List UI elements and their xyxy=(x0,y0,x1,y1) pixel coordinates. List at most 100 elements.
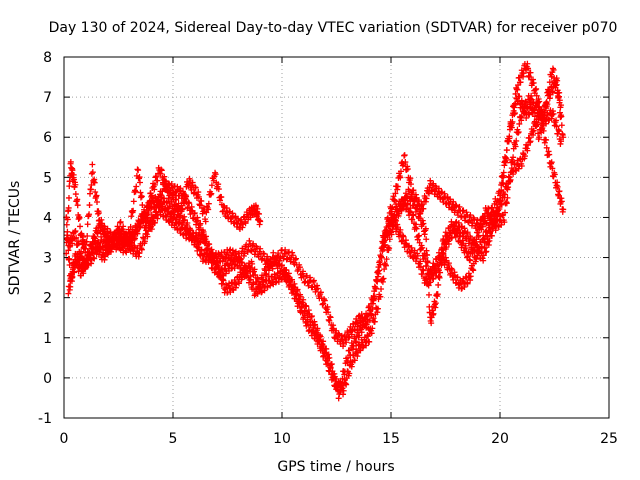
y-tick-label: 5 xyxy=(43,170,52,186)
data-point xyxy=(89,169,96,176)
data-point xyxy=(401,152,408,159)
data-point xyxy=(293,255,300,262)
data-point xyxy=(505,138,512,145)
data-point xyxy=(454,212,461,219)
data-point xyxy=(425,291,432,298)
data-point xyxy=(184,220,191,227)
x-tick-label: 0 xyxy=(60,431,69,447)
data-point xyxy=(250,240,257,247)
data-point xyxy=(65,204,72,211)
data-point xyxy=(550,66,557,73)
data-point xyxy=(181,216,188,223)
data-point xyxy=(289,252,296,259)
data-point xyxy=(76,214,83,221)
data-point xyxy=(460,207,467,214)
y-tick-label: 1 xyxy=(43,331,52,347)
data-point xyxy=(404,166,411,173)
data-point xyxy=(283,256,290,263)
data-point xyxy=(246,237,253,244)
data-point xyxy=(410,187,417,194)
data-point xyxy=(66,262,73,269)
data-point xyxy=(261,250,268,257)
y-tick-label: -1 xyxy=(38,411,52,427)
data-point xyxy=(138,193,145,200)
data-point xyxy=(135,167,142,174)
data-point xyxy=(325,309,332,316)
data-point xyxy=(158,167,165,174)
data-point xyxy=(389,204,396,211)
data-point xyxy=(130,198,137,205)
data-point xyxy=(132,188,139,195)
data-point xyxy=(151,181,158,188)
data-point xyxy=(67,283,74,290)
data-point xyxy=(450,198,457,205)
data-point xyxy=(257,245,264,252)
data-point xyxy=(74,196,81,203)
data-point xyxy=(130,207,137,214)
data-point xyxy=(420,205,427,212)
data-point xyxy=(89,161,96,168)
data-point xyxy=(128,213,135,220)
data-point xyxy=(305,282,312,289)
data-point xyxy=(92,189,99,196)
data-marks xyxy=(63,60,567,402)
y-tick-label: 2 xyxy=(43,291,52,307)
data-point xyxy=(402,159,409,166)
data-point xyxy=(378,285,385,292)
data-point xyxy=(93,192,100,199)
data-point xyxy=(95,210,102,217)
data-point xyxy=(423,195,430,202)
data-point xyxy=(391,197,398,204)
data-point xyxy=(394,183,401,190)
data-point xyxy=(133,183,140,190)
data-point xyxy=(327,314,334,321)
data-point xyxy=(65,194,72,201)
data-point xyxy=(241,250,248,257)
data-point xyxy=(489,204,496,211)
data-point xyxy=(503,147,510,154)
data-point xyxy=(461,217,468,224)
data-point xyxy=(86,202,93,209)
data-point xyxy=(465,218,472,225)
y-tick-labels: -1 0 1 2 3 4 5 6 7 8 xyxy=(38,50,52,427)
data-point xyxy=(558,122,565,129)
data-point xyxy=(471,216,478,223)
data-point xyxy=(63,221,70,228)
data-point xyxy=(296,264,303,271)
series-track-B xyxy=(63,109,567,402)
y-tick-label: 4 xyxy=(43,210,52,226)
data-point xyxy=(546,79,553,86)
data-point xyxy=(239,245,246,252)
data-point xyxy=(139,202,146,209)
data-point xyxy=(84,232,91,239)
data-point xyxy=(66,255,73,262)
data-point xyxy=(292,256,299,263)
data-point xyxy=(72,181,79,188)
y-tick-label: 6 xyxy=(43,130,52,146)
data-point xyxy=(435,281,442,288)
data-point xyxy=(74,202,81,209)
data-point xyxy=(84,221,91,228)
data-point xyxy=(287,258,294,265)
data-point xyxy=(72,191,79,198)
data-point xyxy=(286,248,293,255)
data-point xyxy=(314,282,321,289)
data-point xyxy=(91,179,98,186)
data-point xyxy=(94,199,101,206)
y-tick-label: 3 xyxy=(43,251,52,267)
x-tick-label: 25 xyxy=(600,431,618,447)
data-point xyxy=(314,285,321,292)
data-point xyxy=(407,181,414,188)
data-point xyxy=(70,176,77,183)
data-point xyxy=(154,177,161,184)
data-point xyxy=(558,113,565,120)
data-point xyxy=(397,168,404,175)
data-point xyxy=(67,158,74,165)
data-point xyxy=(282,246,289,253)
data-point xyxy=(324,303,331,310)
data-point xyxy=(453,202,460,209)
data-point xyxy=(320,300,327,307)
data-point xyxy=(136,173,143,180)
data-point xyxy=(300,268,307,275)
data-point xyxy=(321,297,328,304)
